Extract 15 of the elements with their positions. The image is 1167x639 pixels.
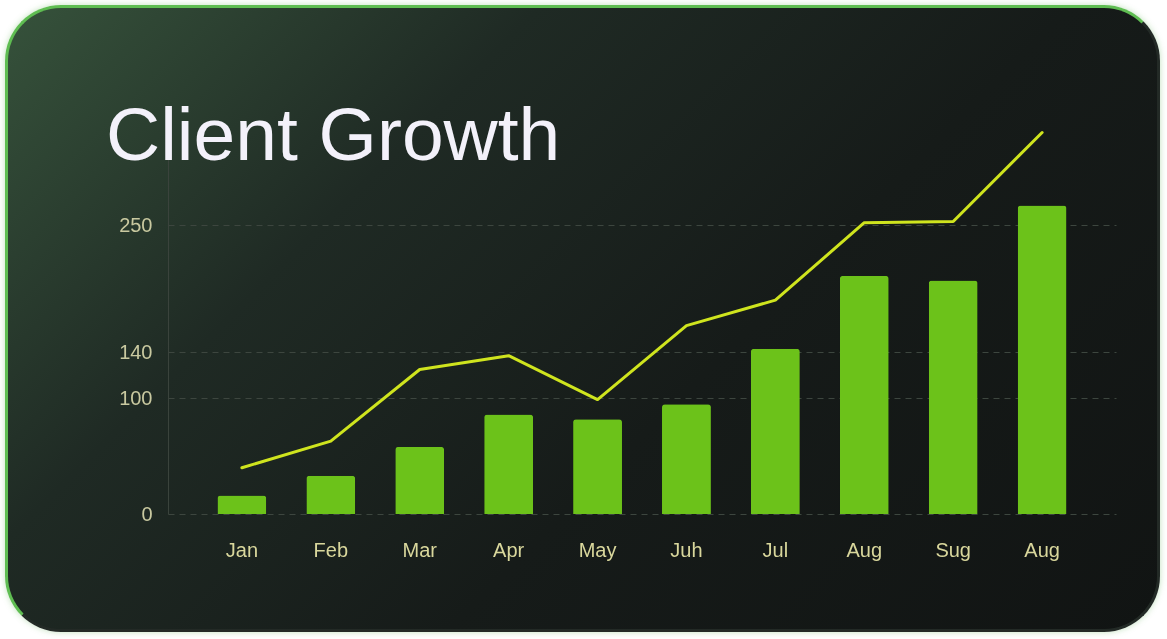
x-tick-label: Apr (493, 538, 525, 561)
x-tick-label: Feb (313, 538, 349, 561)
y-tick-label: 0 (141, 502, 153, 525)
x-tick-label: Juh (670, 538, 703, 561)
x-tick-label: Sug (935, 538, 971, 561)
chart-title: Client Growth (106, 92, 561, 176)
y-tick-label: 250 (119, 213, 153, 236)
x-tick-label: Jan (225, 538, 259, 561)
x-tick-label: Aug (846, 538, 883, 561)
x-tick-label: Jul (762, 538, 789, 561)
x-tick-label: May (578, 538, 617, 561)
y-tick-label: 140 (119, 340, 153, 363)
y-tick-label: 100 (119, 386, 153, 409)
x-tick-label: Aug (1024, 538, 1060, 561)
x-tick-label: Mar (402, 538, 438, 561)
